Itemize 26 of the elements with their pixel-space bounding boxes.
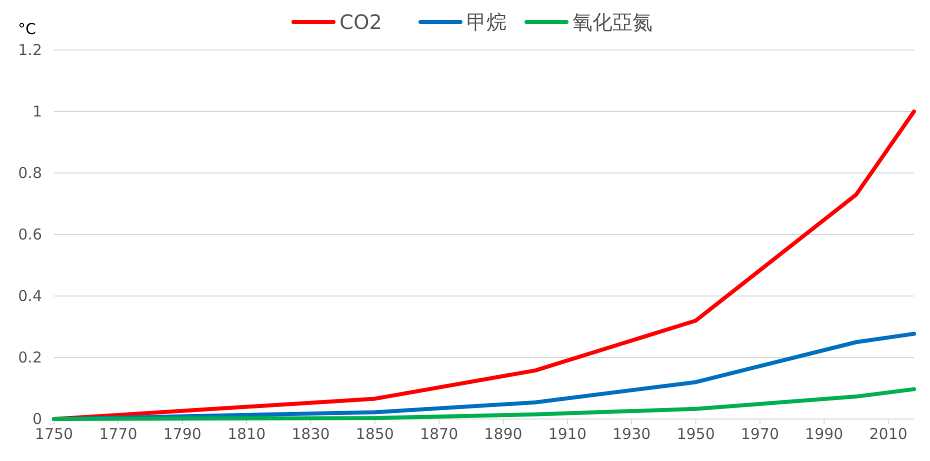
y-tick-label: 1.2 bbox=[18, 41, 42, 59]
y-tick-label: 0.4 bbox=[18, 287, 42, 305]
x-tick-label: 1790 bbox=[163, 425, 202, 443]
legend-label: 氧化亞氮 bbox=[572, 10, 652, 34]
x-tick-label: 1770 bbox=[99, 425, 138, 443]
legend-label: 甲烷 bbox=[466, 10, 506, 34]
line-series bbox=[52, 387, 916, 421]
y-axis-title: °C bbox=[18, 20, 36, 38]
y-tick-label: 0.8 bbox=[18, 164, 42, 182]
legend-label: CO2 bbox=[340, 10, 382, 34]
x-tick-label: 1950 bbox=[676, 425, 715, 443]
y-tick-label: 0.2 bbox=[18, 348, 42, 366]
x-tick-label: 1850 bbox=[356, 425, 394, 443]
x-tick-label: 1990 bbox=[805, 425, 844, 443]
x-tick-label: 1830 bbox=[292, 425, 330, 443]
x-tick-label: 1810 bbox=[227, 425, 266, 443]
y-tick-label: 1 bbox=[32, 102, 42, 120]
y-tick-label: 0.6 bbox=[18, 226, 42, 244]
y-tick-label: 0 bbox=[32, 410, 42, 428]
x-tick-label: 1910 bbox=[548, 425, 587, 443]
x-tick-label: 1970 bbox=[740, 425, 780, 443]
x-tick-label: 2010 bbox=[869, 425, 908, 443]
x-tick-label: 1890 bbox=[484, 425, 522, 443]
x-tick-label: 1750 bbox=[34, 425, 74, 443]
x-tick-label: 1870 bbox=[420, 425, 458, 443]
x-tick-label: 1930 bbox=[612, 425, 651, 443]
